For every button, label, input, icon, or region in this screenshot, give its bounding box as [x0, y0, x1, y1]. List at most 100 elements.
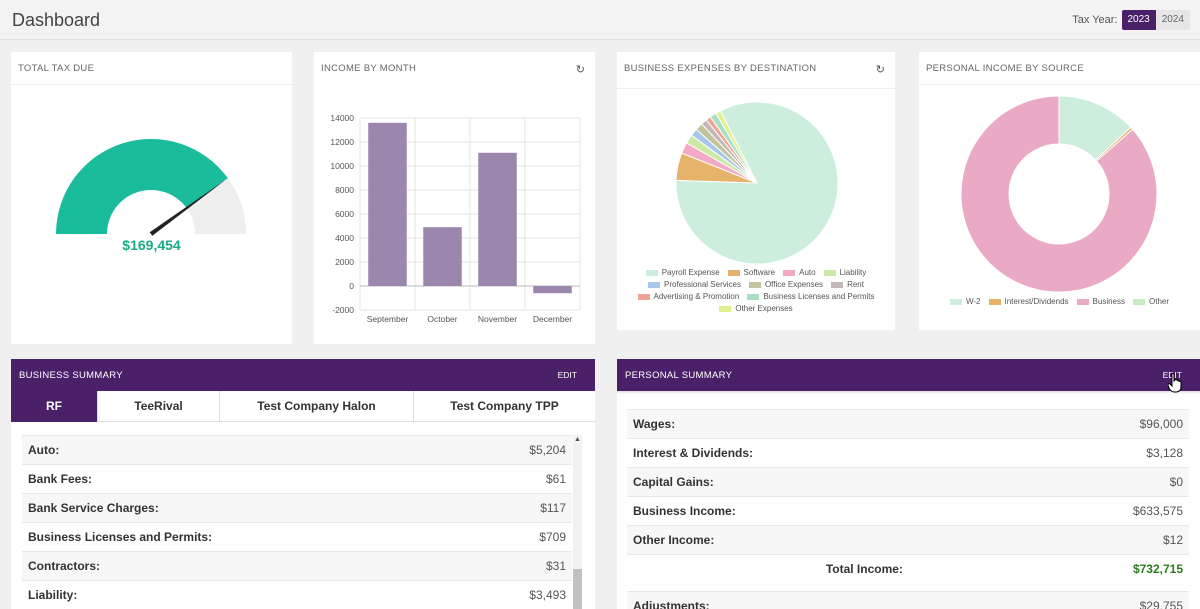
scrollbar-thumb[interactable]	[573, 569, 582, 609]
legend-label: Other	[1149, 297, 1170, 306]
income-by-month-card: INCOME BY MONTH ↻ 14000 12000 10000 8000 600…	[314, 52, 595, 344]
legend-swatch	[988, 298, 1001, 305]
expense-legend-item[interactable]: Business Licenses and Permits	[747, 292, 875, 301]
legend-swatch	[1133, 298, 1145, 305]
table-row: Bank Fees: $61	[22, 464, 572, 493]
tab-test-company-halon[interactable]: Test Company Halon	[220, 391, 414, 422]
income-by-month-title: INCOME BY MONTH	[321, 63, 417, 74]
business-scrollbar[interactable]: ▲	[573, 435, 582, 609]
income-bar-chart: 14000 12000 10000 8000 6000 4000 2000 0 -2000 Sep…	[330, 113, 581, 324]
income-legend-item[interactable]: Business	[1076, 297, 1125, 306]
y-tick-label: 10000	[330, 161, 354, 171]
refresh-icon[interactable]: ↻	[575, 64, 585, 76]
legend-label: Office Expenses	[764, 280, 824, 289]
bar-november[interactable]	[478, 152, 517, 286]
year-2024-button[interactable]: 2024	[1155, 10, 1190, 30]
legend-swatch	[648, 281, 661, 288]
expense-legend-item[interactable]: Software	[727, 268, 776, 277]
personal-summary-title: PERSONAL SUMMARY	[625, 370, 733, 381]
bar-october[interactable]	[423, 227, 462, 286]
expense-legend-item[interactable]: Liability	[823, 268, 867, 277]
business-expenses-title: BUSINESS EXPENSES BY DESTINATION	[624, 63, 817, 74]
legend-swatch	[949, 298, 962, 305]
business-expenses-legend: Payroll Expense Software Auto Liability Prof…	[617, 268, 895, 316]
income-slice-3[interactable]	[960, 95, 1158, 293]
table-row: Capital Gains: $0	[627, 467, 1189, 496]
business-summary-panel: BUSINESS SUMMARY EDIT RF TeeRival Test C…	[11, 359, 595, 609]
y-tick-label: 8000	[335, 185, 354, 195]
legend-label: Rent	[847, 280, 864, 289]
bar-september[interactable]	[368, 122, 407, 286]
table-row: Business Income: $633,575	[627, 496, 1189, 525]
total-tax-title: TOTAL TAX DUE	[18, 63, 95, 74]
personal-summary-header: PERSONAL SUMMARY EDIT	[617, 359, 1200, 391]
legend-label: Other Expenses	[735, 304, 793, 313]
table-row: Other Income: $12	[627, 525, 1189, 554]
personal-income-legend: W-2 Interest/Dividends Business Other	[919, 297, 1200, 309]
income-legend-item[interactable]: Other	[1133, 297, 1169, 306]
table-row: Bank Service Charges: $117	[22, 493, 572, 522]
tab-test-company-tpp[interactable]: Test Company TPP	[450, 399, 559, 413]
total-tax-value: $169,454	[122, 237, 181, 253]
bar-december[interactable]	[533, 286, 572, 294]
gauge-fill	[56, 139, 228, 234]
table-row: Business Licenses and Permits: $709	[22, 522, 572, 551]
page-title: Dashboard	[12, 10, 101, 30]
income-legend-item[interactable]: W-2	[949, 297, 981, 306]
legend-label: Liability	[839, 268, 867, 277]
personal-income-card: PERSONAL INCOME BY SOURCE W-2 Interest/Di…	[919, 52, 1200, 330]
gauge-needle	[149, 179, 227, 236]
legend-swatch	[831, 281, 844, 288]
table-row: Contractors: $31	[22, 551, 572, 580]
personal-summary-rows: Wages: $96,000 Interest & Dividends: $3,12…	[627, 409, 1189, 609]
income-legend-item[interactable]: Interest/Dividends	[988, 297, 1069, 306]
legend-label: Business Licenses and Permits	[763, 292, 875, 301]
legend-label: Software	[743, 268, 776, 277]
legend-swatch	[645, 269, 658, 276]
scroll-up-icon[interactable]: ▲	[574, 436, 581, 443]
expense-legend-item[interactable]: Other Expenses	[719, 304, 793, 313]
personal-summary-panel: PERSONAL SUMMARY EDIT Wages:$96,000 Inte…	[617, 359, 1200, 609]
business-expenses-pie	[675, 101, 839, 265]
legend-swatch	[637, 293, 650, 300]
legend-label: W-2	[965, 297, 981, 306]
adjustments-row: Adjustments: $29,755	[627, 591, 1189, 609]
legend-swatch	[748, 281, 761, 288]
expense-legend-item[interactable]: Advertising & Promotion	[637, 292, 740, 301]
legend-swatch	[719, 305, 732, 312]
legend-label: Advertising & Promotion	[653, 292, 740, 301]
company-tabs: RF TeeRival Test Company Halon Test Comp…	[11, 391, 595, 422]
expense-slice-10[interactable]	[715, 110, 758, 184]
tax-year-label: Tax Year:	[1072, 14, 1118, 26]
expense-legend-item[interactable]: Professional Services	[648, 280, 741, 289]
legend-swatch	[783, 269, 796, 276]
y-tick-label: -2000	[332, 305, 354, 315]
tab-rf[interactable]: RF	[11, 391, 98, 422]
business-summary-header: BUSINESS SUMMARY EDIT	[11, 359, 595, 391]
tab-teerival[interactable]: TeeRival	[98, 391, 220, 422]
business-summary-rows: Auto: $5,204 Bank Fees: $61 Bank Service C…	[22, 435, 572, 609]
legend-swatch	[1076, 298, 1089, 305]
business-edit-button[interactable]: EDIT	[557, 370, 577, 380]
year-2023-button[interactable]: 2023	[1121, 10, 1156, 30]
refresh-icon[interactable]: ↻	[875, 64, 885, 76]
table-row: Wages: $96,000	[627, 409, 1189, 438]
top-bar: Dashboard Tax Year: 2023 2024	[0, 0, 1200, 40]
expense-legend-item[interactable]: Rent	[831, 280, 864, 289]
business-summary-title: BUSINESS SUMMARY	[19, 370, 123, 381]
x-tick-label: September	[367, 314, 409, 324]
y-tick-label: 2000	[335, 257, 354, 267]
legend-label: Interest/Dividends	[1004, 297, 1069, 306]
expense-legend-item[interactable]: Office Expenses	[748, 280, 824, 289]
legend-swatch	[727, 269, 740, 276]
legend-swatch	[823, 269, 836, 276]
business-expenses-card: BUSINESS EXPENSES BY DESTINATION ↻ Payro…	[617, 52, 895, 330]
personal-income-title: PERSONAL INCOME BY SOURCE	[926, 63, 1084, 74]
legend-label: Auto	[799, 268, 816, 277]
expense-legend-item[interactable]: Auto	[783, 268, 816, 277]
tax-year-selector: Tax Year: 2023 2024	[1072, 10, 1190, 30]
y-tick-label: 4000	[335, 233, 354, 243]
expense-legend-item[interactable]: Payroll Expense	[645, 268, 720, 277]
y-tick-label: 12000	[330, 137, 354, 147]
tax-gauge	[56, 139, 246, 236]
